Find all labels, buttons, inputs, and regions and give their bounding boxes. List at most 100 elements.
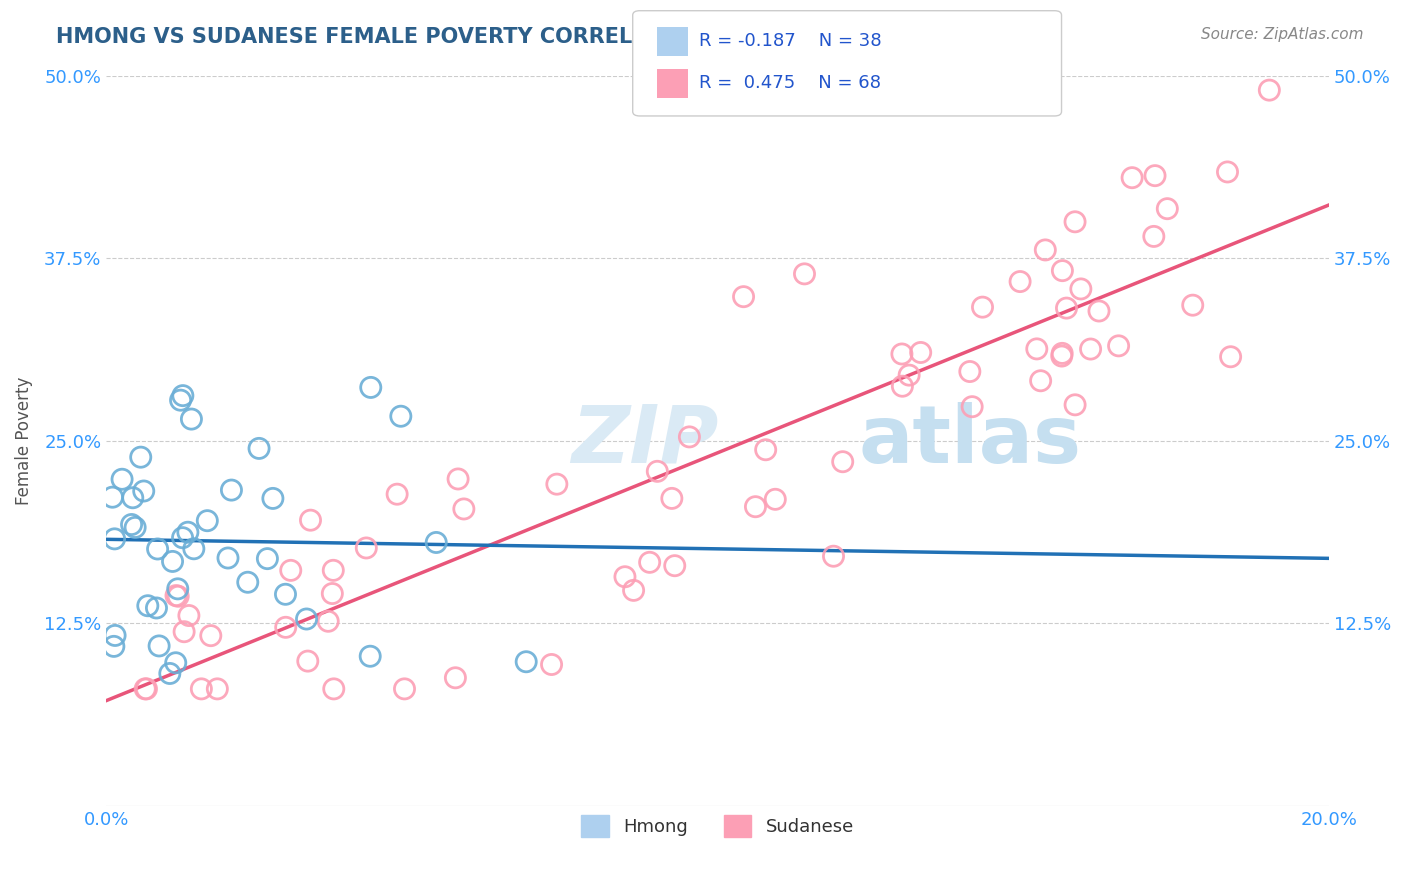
Point [1029, 374, 1052, 388]
Point [322, 681, 344, 696]
Point [1219, 350, 1241, 364]
Point [910, 345, 932, 359]
Point [111, 472, 134, 486]
Point [247, 442, 270, 456]
Point [1033, 243, 1056, 257]
Point [180, 412, 202, 426]
Text: Source: ZipAtlas.com: Source: ZipAtlas.com [1201, 27, 1364, 42]
Point [103, 640, 125, 654]
Point [959, 365, 981, 379]
Point [661, 491, 683, 506]
Point [101, 490, 124, 504]
Point [613, 570, 636, 584]
Point [972, 300, 994, 314]
Point [638, 555, 661, 569]
Point [172, 531, 194, 545]
Point [146, 541, 169, 556]
Point [1181, 298, 1204, 312]
Point [1143, 229, 1166, 244]
Point [1025, 342, 1047, 356]
Point [960, 400, 983, 414]
Point [360, 380, 382, 394]
Point [207, 681, 229, 696]
Point [1108, 339, 1130, 353]
Point [1258, 83, 1281, 97]
Point [1050, 346, 1073, 360]
Point [159, 666, 181, 681]
Point [321, 586, 343, 600]
Point [177, 608, 200, 623]
Point [134, 681, 156, 696]
Point [280, 563, 302, 577]
Y-axis label: Female Poverty: Female Poverty [15, 376, 32, 505]
Point [1052, 263, 1074, 277]
Point [744, 500, 766, 514]
Point [236, 575, 259, 590]
Point [540, 657, 562, 672]
Point [389, 409, 412, 424]
Point [515, 655, 537, 669]
Point [221, 483, 243, 497]
Text: R = -0.187    N = 38: R = -0.187 N = 38 [699, 32, 882, 50]
Legend: Hmong, Sudanese: Hmong, Sudanese [574, 807, 860, 844]
Point [103, 532, 125, 546]
Point [190, 681, 212, 696]
Point [793, 267, 815, 281]
Point [1156, 202, 1178, 216]
Point [132, 483, 155, 498]
Point [322, 563, 344, 577]
Point [1064, 215, 1087, 229]
Point [1080, 342, 1102, 356]
Point [124, 520, 146, 534]
Point [447, 472, 470, 486]
Point [136, 599, 159, 613]
Point [1070, 282, 1092, 296]
Text: HMONG VS SUDANESE FEMALE POVERTY CORRELATION CHART: HMONG VS SUDANESE FEMALE POVERTY CORRELA… [56, 27, 789, 46]
Point [165, 589, 187, 603]
Point [217, 551, 239, 566]
Point [425, 535, 447, 549]
Point [385, 487, 408, 501]
Point [1064, 398, 1087, 412]
Point [1010, 275, 1032, 289]
Point [166, 582, 188, 596]
Point [121, 491, 143, 505]
Point [145, 601, 167, 615]
Point [148, 639, 170, 653]
Point [262, 491, 284, 506]
Point [1056, 301, 1078, 315]
Point [453, 502, 475, 516]
Text: atlas: atlas [858, 401, 1081, 480]
Point [733, 290, 755, 304]
Point [299, 513, 322, 527]
Point [162, 554, 184, 568]
Point [1050, 349, 1073, 363]
Point [623, 583, 645, 598]
Point [295, 612, 318, 626]
Point [755, 442, 778, 457]
Point [173, 624, 195, 639]
Point [546, 477, 568, 491]
Point [678, 430, 700, 444]
Point [274, 587, 297, 601]
Point [444, 671, 467, 685]
Point [831, 455, 853, 469]
Point [183, 541, 205, 556]
Point [316, 614, 339, 628]
Point [200, 629, 222, 643]
Point [664, 558, 686, 573]
Point [135, 681, 157, 696]
Point [297, 654, 319, 668]
Point [177, 525, 200, 540]
Point [1216, 165, 1239, 179]
Point [104, 628, 127, 642]
Point [1088, 304, 1111, 318]
Point [121, 517, 143, 532]
Point [195, 514, 218, 528]
Point [898, 368, 921, 383]
Point [274, 620, 297, 634]
Point [129, 450, 152, 465]
Point [891, 379, 914, 393]
Point [172, 389, 194, 403]
Point [256, 551, 278, 566]
